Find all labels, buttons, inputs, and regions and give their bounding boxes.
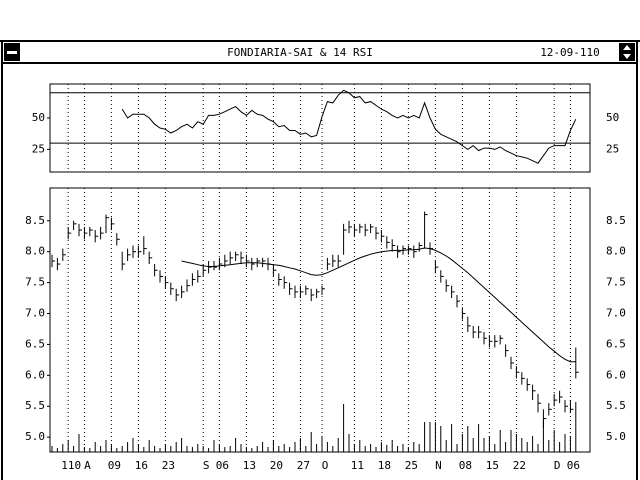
y-tick-label-right: 8.5	[606, 214, 626, 227]
price-panel	[49, 187, 591, 453]
y-tick-label: 50	[32, 111, 45, 124]
x-tick-label: D	[554, 459, 561, 472]
y-tick-label-right: 5.5	[606, 399, 626, 412]
y-tick-label-right: 8.0	[606, 245, 626, 258]
x-tick-label: 08	[459, 459, 472, 472]
y-tick-label: 6.5	[25, 337, 45, 350]
x-tick-label: S	[203, 459, 210, 472]
y-tick-label-right: 5.0	[606, 430, 626, 443]
x-tick-label: 110	[61, 459, 81, 472]
window-date: 12-09-110	[540, 46, 600, 59]
y-tick-label: 5.0	[25, 430, 45, 443]
y-tick-label: 7.0	[25, 307, 45, 320]
x-tick-label: 27	[297, 459, 310, 472]
window-title: FONDIARIA-SAI & 14 RSI	[227, 46, 373, 59]
resize-button[interactable]	[619, 43, 635, 61]
y-tick-label-right: 6.0	[606, 368, 626, 381]
y-tick-label: 7.5	[25, 276, 45, 289]
y-tick-label-right: 7.5	[606, 276, 626, 289]
x-tick-label: 15	[486, 459, 499, 472]
window-frame	[0, 40, 640, 480]
x-tick-label: N	[435, 459, 442, 472]
y-tick-label-right: 6.5	[606, 337, 626, 350]
close-button[interactable]	[4, 43, 20, 61]
y-tick-label: 8.0	[25, 245, 45, 258]
y-tick-label: 8.5	[25, 214, 45, 227]
x-tick-label: 25	[405, 459, 418, 472]
x-tick-label: 09	[108, 459, 121, 472]
x-tick-label: 13	[243, 459, 256, 472]
x-tick-label: 22	[513, 459, 526, 472]
x-tick-label: O	[322, 459, 329, 472]
y-tick-label: 6.0	[25, 368, 45, 381]
y-tick-label-right: 25	[606, 142, 619, 155]
x-tick-label: A	[84, 459, 91, 472]
rsi-line	[121, 89, 577, 164]
moving-average	[181, 247, 576, 363]
y-tick-label-right: 7.0	[606, 307, 626, 320]
x-tick-label: 23	[162, 459, 175, 472]
x-tick-label: 06	[216, 459, 229, 472]
x-tick-label: 11	[351, 459, 364, 472]
x-tick-label: 20	[270, 459, 283, 472]
y-tick-label-right: 50	[606, 111, 619, 124]
x-tick-label: 06	[567, 459, 580, 472]
y-tick-label: 5.5	[25, 399, 45, 412]
y-tick-label: 25	[32, 142, 45, 155]
x-tick-label: 18	[378, 459, 391, 472]
x-tick-label: 16	[135, 459, 148, 472]
rsi-panel	[49, 83, 591, 173]
